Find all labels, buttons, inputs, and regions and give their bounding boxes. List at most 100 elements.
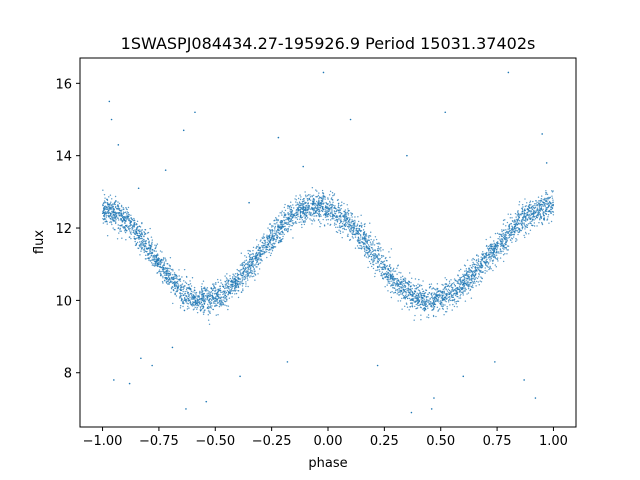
data-point (415, 285, 418, 287)
data-point (435, 296, 437, 298)
data-point (435, 289, 437, 291)
data-point (376, 257, 378, 259)
data-point (436, 287, 438, 290)
data-point (529, 229, 532, 231)
data-point (290, 219, 292, 221)
data-point (155, 246, 157, 248)
data-point (313, 200, 315, 202)
data-point (536, 225, 538, 227)
data-point (111, 218, 114, 221)
data-point (323, 202, 325, 204)
data-point (200, 286, 203, 288)
data-point (540, 208, 543, 211)
data-point (204, 300, 206, 302)
data-point (140, 246, 143, 248)
data-point (518, 204, 520, 206)
data-point (531, 220, 533, 223)
data-point (167, 267, 170, 270)
data-point (451, 299, 454, 301)
data-point (374, 254, 376, 257)
data-point (174, 277, 177, 280)
data-point (414, 291, 417, 293)
data-point (523, 211, 526, 213)
data-point (110, 215, 113, 218)
data-point (282, 235, 284, 238)
data-point (175, 277, 178, 279)
data-point (360, 222, 363, 224)
data-point (270, 244, 272, 246)
data-point (379, 258, 381, 260)
data-point (214, 297, 216, 300)
data-point (389, 291, 392, 294)
data-point (204, 289, 207, 292)
data-point (398, 291, 401, 293)
data-point (227, 280, 230, 283)
data-point (392, 284, 394, 286)
data-point (281, 221, 283, 223)
data-point (445, 293, 447, 295)
data-point (121, 221, 124, 223)
data-point (489, 267, 491, 270)
data-point (427, 293, 429, 296)
data-point (340, 216, 342, 218)
data-point (351, 229, 354, 232)
data-point (131, 229, 133, 231)
data-point (392, 278, 395, 280)
data-point (135, 231, 137, 234)
data-point (219, 293, 221, 296)
data-point (317, 205, 319, 208)
data-point (300, 196, 302, 198)
data-point (122, 208, 124, 211)
data-point (445, 311, 448, 313)
data-point (455, 293, 458, 295)
data-point (192, 301, 195, 304)
data-point (201, 283, 203, 285)
data-point (254, 257, 256, 260)
data-point (252, 259, 254, 261)
data-point (270, 232, 272, 234)
data-point (450, 290, 453, 292)
data-point (365, 235, 368, 237)
data-point (206, 298, 208, 300)
data-point (488, 253, 490, 255)
data-point (443, 314, 445, 316)
data-point (244, 271, 247, 273)
data-point (188, 287, 191, 290)
data-point (214, 302, 216, 305)
data-point (328, 210, 330, 213)
data-point (250, 263, 252, 265)
data-point (375, 254, 377, 256)
data-point (179, 288, 181, 291)
data-point (126, 208, 128, 211)
data-point (105, 211, 107, 213)
data-point (526, 213, 528, 215)
data-point (377, 262, 379, 264)
data-point (272, 238, 274, 240)
data-point (153, 250, 155, 252)
data-point (483, 261, 485, 263)
data-point (529, 210, 531, 213)
data-point (236, 282, 239, 285)
data-point (400, 281, 402, 283)
data-point (278, 229, 280, 232)
data-point (410, 293, 412, 296)
data-point (299, 194, 301, 196)
data-point (372, 241, 374, 243)
data-point (263, 247, 265, 249)
data-point (518, 228, 520, 231)
data-point (102, 218, 104, 220)
data-point (261, 246, 263, 248)
data-point (336, 216, 338, 219)
data-point (196, 300, 199, 302)
data-point (310, 202, 312, 205)
data-point (452, 286, 454, 289)
data-point (181, 276, 183, 278)
data-point (510, 222, 512, 225)
data-point (226, 273, 228, 275)
data-point (474, 270, 477, 273)
data-point (372, 248, 374, 250)
data-point (450, 279, 452, 281)
data-point (470, 266, 473, 269)
data-point (238, 270, 241, 272)
data-point (482, 254, 484, 256)
